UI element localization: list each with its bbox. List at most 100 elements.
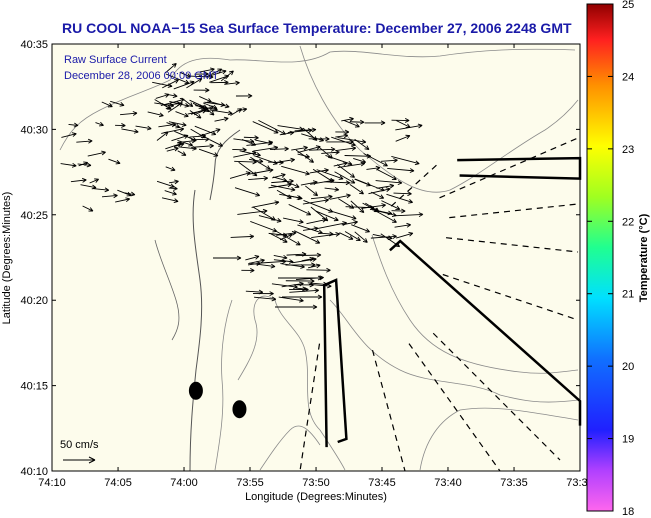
current-vector	[292, 257, 317, 264]
current-vector	[194, 71, 209, 77]
scale-label: 50 cm/s	[60, 439, 99, 451]
coastline-inland	[154, 239, 180, 341]
y-tick-label: 40:15	[20, 381, 48, 393]
current-vector	[205, 68, 223, 78]
current-vector	[209, 109, 233, 116]
y-tick-label: 40:20	[20, 295, 48, 307]
current-vector	[294, 230, 321, 244]
current-vector	[166, 93, 178, 98]
current-vector	[336, 164, 355, 178]
current-vector	[279, 130, 295, 136]
current-vector	[258, 215, 282, 223]
current-vector	[164, 62, 177, 74]
current-vector	[190, 105, 214, 115]
current-vector	[270, 184, 296, 192]
current-vector	[341, 116, 354, 122]
current-vector	[372, 234, 393, 241]
colorbar-tick-label: 23	[622, 144, 634, 156]
current-vector	[250, 156, 271, 170]
colorbar-tick-label: 20	[622, 361, 634, 373]
colorbar-ticks: 18 19 20 21 22 23 24 25	[587, 0, 634, 518]
current-vector	[283, 217, 304, 224]
current-vector	[89, 178, 100, 184]
current-vector	[241, 268, 255, 273]
station-marker	[232, 400, 247, 419]
current-vector	[337, 137, 367, 144]
current-vector	[325, 155, 353, 166]
current-vector	[252, 121, 279, 134]
bathymetry-contours	[59, 45, 579, 471]
current-vector	[375, 180, 403, 186]
current-vector	[237, 208, 268, 215]
current-vector	[199, 67, 215, 73]
x-axis: 74:10 74:05 74:00 73:55 73:50 73:45 73:40 73:35…	[38, 44, 594, 489]
current-vector	[355, 178, 385, 192]
current-vector	[300, 180, 318, 186]
current-vector	[110, 100, 125, 107]
colorbar	[586, 3, 614, 512]
current-vector	[295, 252, 322, 258]
current-vector	[168, 121, 187, 127]
coastline-nj	[189, 189, 203, 472]
current-vector	[190, 128, 206, 139]
current-vector	[349, 119, 365, 125]
current-vector	[324, 180, 351, 186]
current-vector	[289, 288, 319, 293]
current-vector	[60, 162, 77, 168]
y-tick-label: 40:10	[20, 466, 48, 478]
plot-background	[52, 44, 580, 471]
current-vector	[108, 158, 121, 165]
current-vector	[354, 231, 368, 243]
depth-contour	[371, 234, 579, 374]
current-vector	[248, 175, 268, 181]
y-tick-label: 40:35	[20, 39, 48, 51]
current-vector	[186, 78, 203, 89]
current-vector	[276, 230, 297, 236]
current-vector	[315, 210, 339, 222]
current-vector	[280, 263, 305, 269]
current-vector	[282, 294, 323, 300]
current-vector	[312, 168, 334, 183]
current-vector	[343, 119, 360, 128]
current-vector	[189, 110, 202, 119]
current-vector	[161, 197, 179, 203]
current-vector	[335, 133, 349, 139]
current-vector	[77, 162, 92, 168]
current-vector	[161, 103, 171, 110]
current-vector	[381, 200, 401, 210]
current-vector	[253, 145, 279, 152]
annotation-date: December 28, 2006 00:00 GMT	[64, 70, 219, 82]
x-tick-label: 73:40	[434, 477, 462, 489]
x-tick-label: 73:55	[236, 477, 264, 489]
current-vector	[179, 71, 191, 78]
current-vector	[177, 150, 187, 156]
current-vector	[279, 193, 302, 200]
current-vector	[311, 231, 340, 238]
current-vector	[391, 208, 406, 214]
current-vector	[351, 224, 370, 233]
current-vector	[175, 111, 189, 118]
current-vector	[370, 234, 397, 239]
current-vector	[269, 146, 289, 152]
current-vector	[101, 193, 118, 199]
current-vector	[318, 146, 333, 159]
current-vector	[281, 165, 310, 176]
x-tick-label: 74:05	[104, 477, 132, 489]
current-vector	[230, 108, 243, 116]
current-vector	[166, 101, 182, 107]
radial-dash-lines	[299, 137, 579, 472]
current-vector	[394, 222, 411, 228]
current-vector	[195, 105, 218, 112]
current-vector	[178, 146, 197, 151]
current-vector	[115, 197, 131, 203]
current-vector	[329, 193, 351, 200]
current-vector	[173, 142, 185, 148]
current-vector	[230, 234, 255, 239]
colorbar-tick-label: 19	[622, 434, 634, 446]
current-vector	[272, 173, 286, 179]
current-vector	[164, 190, 177, 196]
coastline-sandy-hook	[209, 129, 241, 201]
current-vector	[363, 153, 388, 167]
depth-contour	[299, 45, 579, 193]
